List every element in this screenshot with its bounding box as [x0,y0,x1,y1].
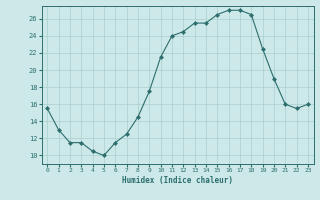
X-axis label: Humidex (Indice chaleur): Humidex (Indice chaleur) [122,176,233,185]
